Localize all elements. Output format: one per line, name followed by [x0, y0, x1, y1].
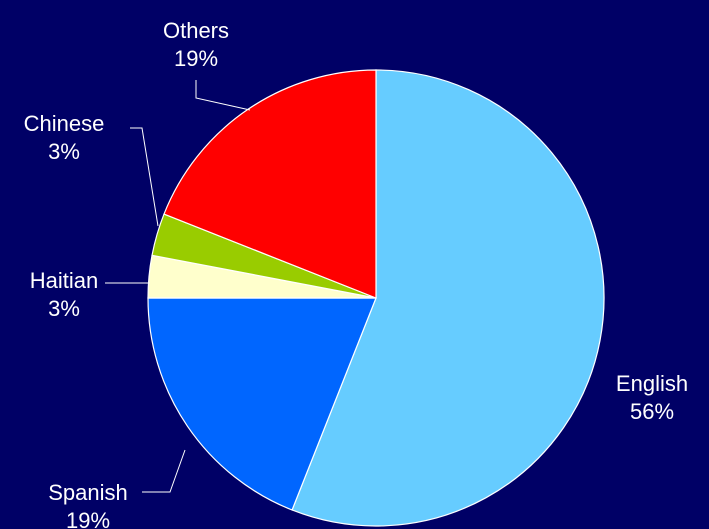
slice-percent-english: 56% [630, 399, 674, 424]
pie-slice-spanish [147, 297, 377, 511]
slice-percent-chinese: 3% [48, 139, 80, 164]
leader-line-spanish [142, 449, 186, 493]
slice-percent-haitian: 3% [48, 296, 80, 321]
slice-label-english: English [616, 371, 688, 396]
pie-slice-english [291, 69, 605, 527]
slice-label-chinese: Chinese [24, 111, 105, 136]
slice-labels: English 56% Spanish 19% Haitian 3% Chinese 3% Ot… [24, 18, 688, 529]
slice-percent-spanish: 19% [66, 508, 110, 529]
leader-line-others [195, 80, 251, 111]
pie-slices [147, 69, 605, 527]
slice-label-others: Others [163, 18, 229, 43]
leader-lines [105, 80, 251, 493]
slice-label-haitian: Haitian [30, 268, 98, 293]
leader-line-chinese [130, 127, 159, 227]
slice-percent-others: 19% [174, 46, 218, 71]
slice-label-spanish: Spanish [48, 480, 128, 505]
